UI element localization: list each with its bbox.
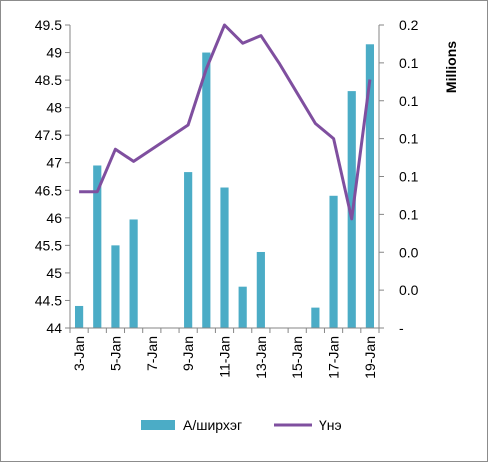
x-tick-label: 3-Jan: [71, 336, 87, 371]
x-tick-label: 15-Jan: [289, 336, 305, 379]
bar: [129, 219, 138, 328]
right-tick-label: 0.0: [399, 244, 419, 260]
x-axis: 3-Jan 5-Jan 7-Jan 9-Jan 11-Jan 13-Jan 15-Jan 17…: [69, 327, 380, 379]
x-tick-label: 19-Jan: [362, 336, 378, 379]
left-tick-label: 45: [46, 265, 62, 281]
bar: [74, 305, 84, 328]
left-tick-label: 47: [46, 155, 62, 171]
right-tick-label: 0.1: [399, 131, 419, 147]
bar: [93, 165, 102, 328]
left-tick-label: 49.5: [35, 17, 62, 33]
plot-area: [74, 23, 375, 328]
left-tick-label: 44: [46, 320, 62, 336]
x-tick-label: 5-Jan: [107, 336, 123, 371]
bar: [365, 44, 375, 328]
bar: [238, 286, 247, 328]
bar: [311, 307, 320, 328]
bar: [256, 251, 265, 328]
legend-bar-swatch: [141, 420, 175, 430]
x-tick-label: 11-Jan: [217, 336, 233, 378]
bar: [329, 195, 338, 328]
left-tick-label: 45.5: [35, 237, 62, 253]
bar: [184, 172, 193, 328]
left-tick-label: 44.5: [35, 292, 62, 308]
left-axis: 44 44.5 45 45.5 46 46.5 47 47.5 48 48.5 49 49.5: [35, 17, 71, 336]
right-axis: - 0.0 0.0 0.1 0.1 0.1 0.1 0.1 0.2: [378, 17, 419, 336]
right-tick-label: 0.1: [399, 55, 419, 71]
left-tick-label: 46.5: [35, 182, 62, 198]
right-tick-label: 0.2: [399, 17, 419, 33]
left-tick-label: 48: [46, 100, 62, 116]
x-tick-label: 9-Jan: [180, 336, 196, 371]
legend-bar-label: А/ширхэг: [183, 417, 242, 433]
legend-line-label: Үнэ: [319, 417, 342, 433]
right-tick-label: 0.0: [399, 282, 419, 298]
right-tick-label: 0.1: [399, 93, 419, 109]
price-line: [79, 23, 372, 221]
right-tick-label: 0.1: [399, 206, 419, 222]
left-tick-label: 47.5: [35, 127, 62, 143]
x-tick-label: 7-Jan: [144, 336, 160, 371]
right-axis-title: Millions: [443, 41, 459, 93]
x-tick-label: 13-Jan: [253, 336, 269, 379]
right-tick-label: 0.1: [399, 169, 419, 185]
left-tick-label: 48.5: [35, 72, 62, 88]
bar: [220, 187, 229, 328]
right-tick-label: -: [399, 320, 404, 336]
bar: [111, 245, 120, 328]
left-tick-label: 49: [46, 45, 62, 61]
left-tick-label: 46: [46, 210, 62, 226]
bar: [202, 52, 211, 328]
legend: А/ширхэг Үнэ: [141, 417, 342, 433]
x-tick-label: 17-Jan: [326, 336, 342, 379]
